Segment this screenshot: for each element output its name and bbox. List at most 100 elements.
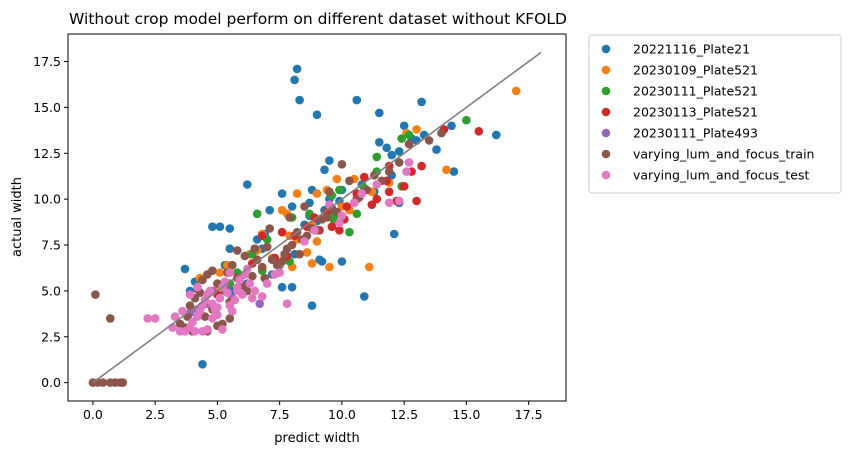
data-point xyxy=(248,271,257,281)
data-point xyxy=(225,244,235,253)
data-point xyxy=(335,185,344,195)
y-tick-label: 10.0 xyxy=(33,192,61,207)
data-point xyxy=(245,279,255,288)
data-point xyxy=(208,314,217,323)
data-point xyxy=(360,172,369,182)
data-point xyxy=(225,314,235,323)
data-point xyxy=(215,293,225,303)
data-point xyxy=(248,293,257,303)
data-point xyxy=(252,255,262,264)
data-point xyxy=(275,268,284,277)
data-point xyxy=(287,282,297,292)
data-point xyxy=(300,202,309,211)
data-point xyxy=(118,378,128,387)
x-tick-label: 12.5 xyxy=(390,407,418,422)
data-point xyxy=(240,251,250,261)
data-point xyxy=(325,262,334,272)
data-point xyxy=(300,237,309,246)
data-point xyxy=(218,325,227,334)
legend-marker xyxy=(601,128,611,138)
data-point xyxy=(257,231,267,241)
y-tick-label: 2.5 xyxy=(41,329,61,344)
data-point xyxy=(375,138,384,147)
legend-label: 20230113_Plate521 xyxy=(633,105,758,120)
data-point xyxy=(262,279,272,288)
data-point xyxy=(225,268,235,277)
data-point xyxy=(325,156,334,165)
data-point xyxy=(262,242,272,252)
data-point xyxy=(213,303,222,312)
data-point xyxy=(394,196,404,206)
data-point xyxy=(185,290,195,299)
data-point xyxy=(310,213,319,222)
data-point xyxy=(203,325,212,334)
x-tick-label: 0.0 xyxy=(83,407,103,422)
data-point xyxy=(375,108,384,118)
data-point xyxy=(399,182,409,191)
data-point xyxy=(310,226,319,235)
data-point xyxy=(208,266,217,276)
data-point xyxy=(287,240,297,250)
data-point xyxy=(372,180,382,189)
data-point xyxy=(280,249,289,259)
data-point xyxy=(143,314,152,323)
plot-area xyxy=(88,51,542,387)
data-point xyxy=(327,222,337,231)
x-tick-label: 5.0 xyxy=(207,407,227,422)
data-point xyxy=(352,95,362,105)
data-point xyxy=(223,288,232,298)
x-tick-label: 2.5 xyxy=(145,407,165,422)
data-point xyxy=(350,198,359,208)
data-point xyxy=(290,75,299,85)
data-point xyxy=(170,312,180,321)
data-point xyxy=(337,211,347,220)
data-point xyxy=(317,257,327,266)
data-point xyxy=(320,165,329,175)
legend-marker xyxy=(601,107,611,117)
data-point xyxy=(357,189,367,198)
data-point xyxy=(325,187,334,197)
legend-marker xyxy=(601,86,611,96)
data-point xyxy=(417,161,426,171)
legend: 20221116_Plate21 20230109_Plate521 2023011… xyxy=(588,34,842,194)
data-point xyxy=(228,260,237,270)
data-point xyxy=(322,213,332,222)
data-point xyxy=(372,194,382,204)
data-point xyxy=(295,95,304,105)
data-point xyxy=(387,150,397,160)
y-tick-label: 15.0 xyxy=(33,100,61,115)
data-point xyxy=(185,301,195,310)
data-point xyxy=(225,224,235,233)
axes-frame xyxy=(67,33,567,402)
data-point xyxy=(342,202,352,211)
data-point xyxy=(200,312,210,321)
data-point xyxy=(98,378,108,387)
x-tick-label: 10.0 xyxy=(328,407,356,422)
data-point xyxy=(442,165,451,175)
data-point xyxy=(277,257,287,266)
data-point xyxy=(474,127,484,136)
data-point xyxy=(277,189,287,198)
y-tick-label: 7.5 xyxy=(41,238,61,253)
data-point xyxy=(337,160,347,169)
data-point xyxy=(235,275,245,285)
data-point xyxy=(190,327,200,336)
data-point xyxy=(404,158,414,167)
data-point xyxy=(312,110,322,119)
data-point xyxy=(332,174,342,184)
data-point xyxy=(345,227,354,237)
data-point xyxy=(394,147,404,156)
data-point xyxy=(437,128,446,138)
data-point xyxy=(337,257,347,266)
data-point xyxy=(365,262,374,272)
legend-label: varying_lum_and_focus_train xyxy=(633,147,814,162)
data-point xyxy=(307,259,317,268)
data-point xyxy=(404,130,414,140)
y-tick-label: 0.0 xyxy=(41,375,61,390)
data-point xyxy=(432,145,441,154)
data-point xyxy=(250,286,260,296)
x-tick-label: 15.0 xyxy=(452,407,480,422)
legend-label: varying_lum_and_focus_test xyxy=(633,168,809,183)
data-point xyxy=(287,202,297,211)
